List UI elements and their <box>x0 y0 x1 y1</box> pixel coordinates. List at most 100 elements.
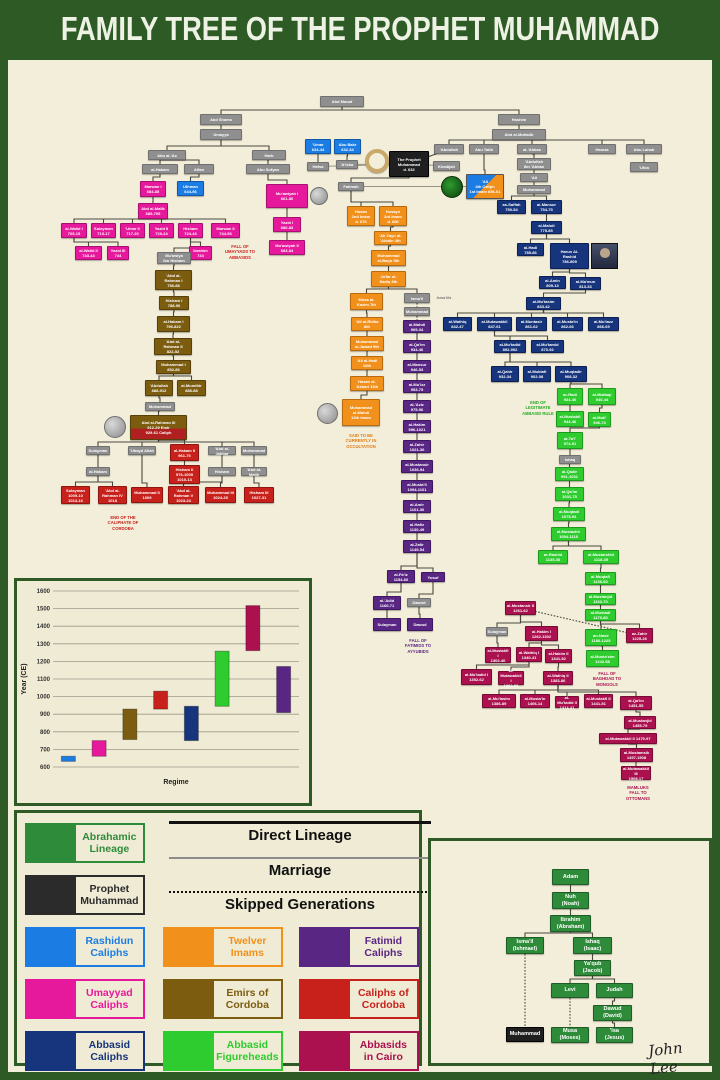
tree-annotation-end_abbasid: END OF LEGITIMATE ABBASID RULE <box>522 400 554 416</box>
tree-annotation-ismailis_note: Isma'ilis <box>436 295 452 300</box>
tree-node-harb: Harb <box>252 150 286 160</box>
tree-annotation-fall_umayyad: FALL OF UMAYYADS TO ABBASIDS <box>224 244 256 260</box>
tree-node-harun: Harun Al- Rashid 786-809 <box>550 243 589 269</box>
legend-swatch-color <box>165 1033 214 1069</box>
tree-node-hamza: Hamza <box>588 144 616 154</box>
tree-node-cr13: al-Qa'im 1451-55 <box>620 696 652 710</box>
legend-entry-abbasid-caliphs: Abbasid Caliphs <box>25 1031 145 1071</box>
tree-node-f10: al-Amir 1101-30 <box>403 500 431 513</box>
tree-node-g7: al-Qa'im 1031-75 <box>555 487 584 501</box>
tree-node-qahir: al-Qahir 932-34 <box>491 366 519 382</box>
tree-node-marwan2: Marwan II 744-50 <box>211 223 240 238</box>
tree-node-adam: Adam <box>552 869 589 885</box>
tree-node-cr9: al-Mu'tasim 1386-89 <box>482 694 516 708</box>
tree-node-cr2: al-Hakim I 1262-1302 <box>525 626 558 641</box>
tree-node-abdmuttalib: Abd al-Muttalib <box>492 129 546 140</box>
legend-entry-label: Abbasid Figureheads <box>216 1038 279 1063</box>
tree-node-g16: al-Musta'sim 1242-58 <box>586 650 619 667</box>
seal-of-muhammad-icon <box>441 176 463 198</box>
legend-entry-label: Abrahamic Lineage <box>82 830 137 855</box>
tree-node-prophet: The Prophet Muhammad d. 632 <box>389 151 429 177</box>
legend-swatch-color <box>301 1033 350 1069</box>
tree-node-f17: Dawud <box>407 618 433 631</box>
tree-node-alhakam_g: al-Hakam <box>142 164 178 174</box>
tree-node-imam4: 'Ali Zayn al- 'Abidin 4th <box>374 231 407 245</box>
tree-node-abusufyan: Abu Sufyan <box>246 164 290 174</box>
signature: John Lee <box>647 1038 684 1079</box>
tree-node-abdullah_c: 'Abdullah 888-912 <box>145 380 173 396</box>
tree-node-mutadid: al-Mu'tadid 892-902 <box>494 340 526 353</box>
tree-node-muntasir: al-Muntasir 861-62 <box>516 317 547 331</box>
regime-duration-chart: 600 700 800 900 1000 1100 1200 1300 1400 1500 1600… <box>21 589 299 786</box>
tree-node-mutamid: al-Mu'tamid 870-92 <box>531 340 564 353</box>
tree-node-cg1: Sulayman <box>86 446 110 455</box>
tree-node-muhammad_g: Muhammad <box>145 402 175 411</box>
legend-entry-caliphs-of-cordoba: Caliphs of Cordoba <box>299 979 419 1019</box>
chart-ytick-700: 700 <box>40 747 51 753</box>
tree-node-hasan: Hasan 2nd Imam d. 670 <box>347 206 375 226</box>
tree-node-f13: al-Fa'iz 1154-60 <box>387 570 415 583</box>
tree-node-saffah: as-Saffah 750-54 <box>497 200 526 214</box>
legend-entry-label: Abbasids in Cairo <box>359 1038 407 1063</box>
tree-node-umar2: 'Umar II 717-20 <box>120 223 145 238</box>
legend-panel: Abrahamic Lineage Prophet Muhammad Rashidu… <box>14 810 431 1071</box>
tree-node-ibrahim_u: Ibrahim 744 <box>189 246 212 260</box>
tree-node-utba: 'Utba <box>630 162 658 172</box>
tree-node-g8: al-Muqtadi 1075-94 <box>553 507 585 521</box>
tree-node-cr17: al-Mutawakkil III 1508-17 <box>621 765 651 781</box>
legend-entry-label: Twelver Imams <box>228 934 267 959</box>
chart-ytick-1200: 1200 <box>37 659 51 665</box>
tree-node-muawiya1: Mu'awiyah I 661-80 <box>266 184 308 208</box>
coin-seal-abd-al-rahman-iii-icon <box>104 416 126 438</box>
tree-node-abdshams: Abd Shams <box>200 114 242 125</box>
tree-node-hisham3: Hisham III 1027-31 <box>244 487 274 503</box>
tree-node-muktafi: al-Muktafi 902-08 <box>523 366 551 382</box>
tree-node-yazid1: Yazid I 680-83 <box>273 217 301 232</box>
legend-entry-abbasids-in-cairo: Abbasids in Cairo <box>299 1031 419 1071</box>
tree-node-khadija: Khadijah <box>433 161 460 171</box>
tree-node-abulahab: Abu Lahab <box>626 144 662 154</box>
tree-node-hadi_a: al-Hadi 785-86 <box>517 243 544 256</box>
tree-node-umar_r: 'Umar 634-44 <box>305 139 331 154</box>
chart-ytick-1400: 1400 <box>37 624 51 630</box>
legend-entry-fatimid-caliphs: Fatimid Caliphs <box>299 927 419 967</box>
legend-line-skipped-generations: Skipped Generations <box>169 891 431 913</box>
tree-node-cr11: al-Mu'tadid II 1414-41 <box>555 695 579 710</box>
tree-node-yazid2: Yazid II 720-24 <box>149 223 174 238</box>
chart-bar-rashidun-caliphs <box>60 755 76 762</box>
legend-line-label: Skipped Generations <box>224 896 376 913</box>
tree-node-muawiya_h: Mu'awiya ibn Hisham <box>157 252 191 264</box>
tree-node-walid2: al-Walid II 743-44 <box>75 246 102 260</box>
legend-line-sample <box>169 821 431 824</box>
tree-annotation-occult: SAID TO BE CURRENTLY IN OCCULTATION <box>345 433 377 449</box>
legend-swatch-color <box>301 929 350 965</box>
tree-annotation-mongols: FALL OF BAGHDAD TO MONGOLS <box>592 671 622 687</box>
tree-node-wathiq: al-Wathiq 842-47 <box>443 317 472 331</box>
tree-node-hashim: Hashim <box>498 114 540 125</box>
tree-node-ismail_son: Muhammad <box>404 307 430 316</box>
legend-entry-label: Prophet Muhammad <box>80 882 139 907</box>
chart-bar-abbasid-caliphs <box>183 705 199 742</box>
tree-node-walid1: al-Walid I 705-15 <box>61 223 87 238</box>
tree-node-f3: al-Mansur 946-53 <box>403 360 431 373</box>
legend-entry-label: Caliphs of Cordoba <box>357 986 409 1011</box>
tree-node-cr16: al-Mustamsik 1497-1508 <box>620 748 653 762</box>
tree-node-f8: al-Mustansir 1036-94 <box>401 460 433 473</box>
tree-node-marwan1: Marwan I 684-85 <box>140 181 166 197</box>
tree-node-f12: al-Zafir 1149-54 <box>403 540 431 553</box>
tree-node-mahdi_a: al-Mahdi 775-85 <box>531 221 562 234</box>
tree-node-hisham1c: Hisham I 788-96 <box>159 296 189 310</box>
tree-node-cr14: al-Mustanjid 1455-79 <box>624 716 656 729</box>
tree-node-abdullah_f: 'Abdullah <box>434 144 464 154</box>
tree-node-hisham_u: Hisham 724-43 <box>178 223 203 238</box>
tree-node-ab2: 'Ali <box>520 173 548 182</box>
tree-node-yazid3: Yazid III 744 <box>107 246 129 260</box>
legend-line-sample <box>169 857 431 859</box>
tree-node-mamun: al-Ma'mun 813-33 <box>570 277 601 290</box>
legend-entry-twelver-imams: Twelver Imams <box>163 927 283 967</box>
legend-swatch-color <box>27 825 76 861</box>
tree-node-imam10: 'Ali al-Hadi 10th <box>351 356 383 370</box>
ring-seal-prophet-icon <box>365 149 389 173</box>
page-title: FAMILY TREE OF THE PROPHET MUHAMMAD <box>60 9 660 48</box>
tree-node-abdr5: 'Abd al- Rahman V 1023-24 <box>168 486 199 504</box>
